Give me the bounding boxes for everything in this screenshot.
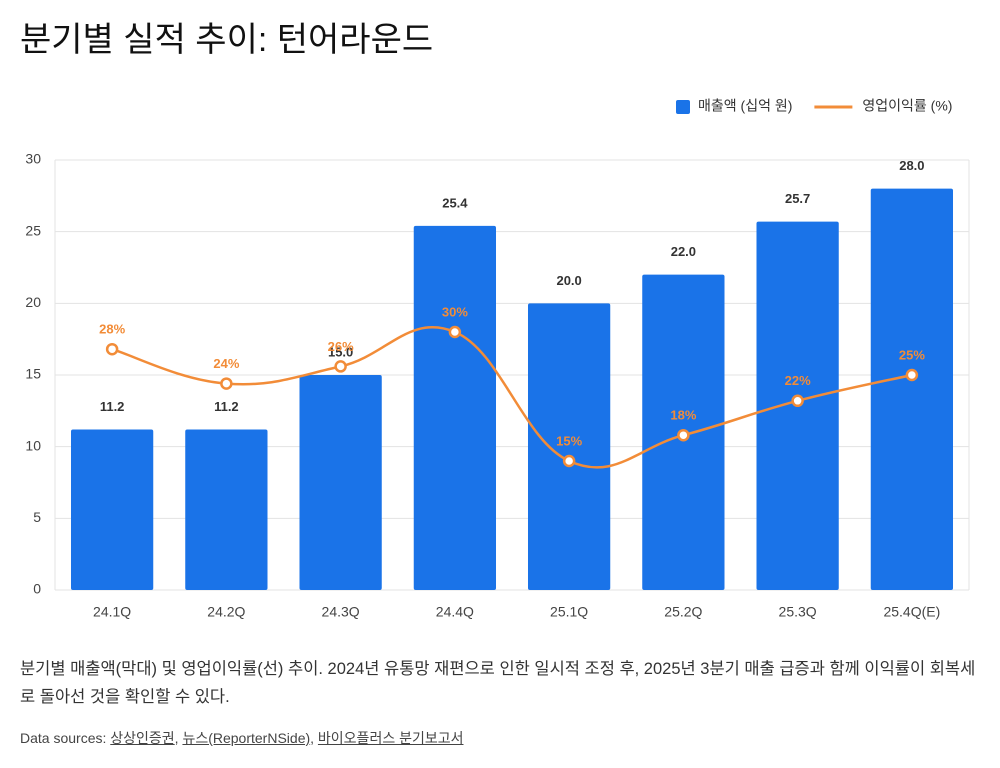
legend-label: 매출액 (십억 원) — [698, 98, 792, 114]
source-link[interactable]: 바이오플러스 분기보고서 — [317, 730, 464, 746]
bar-value-label: 11.2 — [214, 399, 239, 414]
bar — [413, 225, 497, 590]
line — [111, 326, 913, 469]
line-point — [334, 360, 347, 373]
line-value-label: 22% — [785, 373, 811, 388]
y-tick-label: 0 — [33, 581, 41, 597]
y-tick-label: 10 — [25, 437, 41, 453]
line-value-label: 30% — [442, 304, 468, 319]
bar-value-label: 25.4 — [442, 195, 468, 210]
x-tick-label: 24.4Q — [436, 604, 474, 620]
line-point — [105, 342, 119, 356]
y-tick-label: 5 — [33, 509, 41, 525]
x-tick-label: 25.3Q — [779, 604, 817, 620]
bar-value-label: 22.0 — [671, 244, 696, 259]
x-tick-label: 24.3Q — [322, 604, 360, 620]
x-tick-label: 25.2Q — [664, 604, 702, 620]
x-tick-label: 24.1Q — [93, 604, 131, 620]
bar-value-label: 28.0 — [899, 158, 924, 173]
bar — [299, 375, 382, 590]
sources: Data sources: 상상인증권, 뉴스(ReporterNSide), … — [20, 728, 464, 748]
line-point — [791, 394, 804, 408]
bar-value-label: 20.0 — [556, 273, 581, 288]
line-point — [905, 368, 919, 382]
source-link[interactable]: 상상인증권 — [110, 730, 175, 746]
x-tick-label: 24.2Q — [207, 604, 245, 620]
bar — [870, 188, 954, 590]
bar-value-label: 11.2 — [100, 399, 125, 414]
chart: 분기별 실적 추이: 턴어라운드 매출액 (십억 원) 영업이익률 (%) 0 5 1… — [20, 21, 970, 620]
line-value-label: 24% — [213, 356, 239, 371]
x-tick-label: 25.1Q — [550, 604, 588, 620]
y-tick-label: 15 — [25, 366, 41, 382]
source-link[interactable]: 뉴스(ReporterNSide) — [182, 730, 311, 746]
bar-value-label: 25.7 — [785, 191, 810, 206]
bar — [185, 429, 268, 590]
bar — [527, 303, 611, 590]
line-value-label: 28% — [99, 322, 125, 337]
legend: 매출액 (십억 원) 영업이익률 (%) — [676, 98, 952, 114]
caption: 분기별 매출액(막대) 및 영업이익률(선) 추이. 2024년 유통망 재편으… — [20, 660, 976, 706]
y-tick-label: 25 — [25, 222, 41, 238]
line-point — [562, 454, 576, 468]
sources-label: Data sources: — [20, 730, 107, 746]
line-point — [677, 428, 690, 442]
legend-label: 영업이익률 (%) — [862, 98, 952, 114]
bar — [70, 429, 154, 590]
line-value-label: 18% — [670, 408, 696, 423]
line-value-label: 25% — [899, 347, 925, 362]
line-value-label: 26% — [328, 339, 354, 354]
line-value-label: 15% — [556, 433, 582, 448]
separator: , — [174, 730, 179, 746]
line-point — [220, 377, 233, 390]
separator: , — [310, 730, 315, 746]
line-point — [448, 325, 462, 339]
y-tick-label: 20 — [25, 294, 41, 310]
y-tick-label: 30 — [25, 151, 41, 167]
x-tick-label: 25.4Q(E) — [883, 604, 940, 620]
bar-value-label: 15.0 — [328, 344, 353, 359]
chart-title: 분기별 실적 추이: 턴어라운드 — [20, 21, 433, 59]
legend-swatch — [676, 100, 690, 114]
